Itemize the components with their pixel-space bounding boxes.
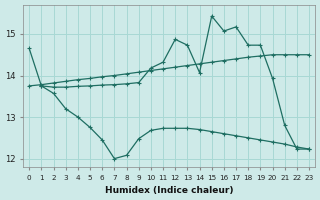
X-axis label: Humidex (Indice chaleur): Humidex (Indice chaleur) — [105, 186, 233, 195]
